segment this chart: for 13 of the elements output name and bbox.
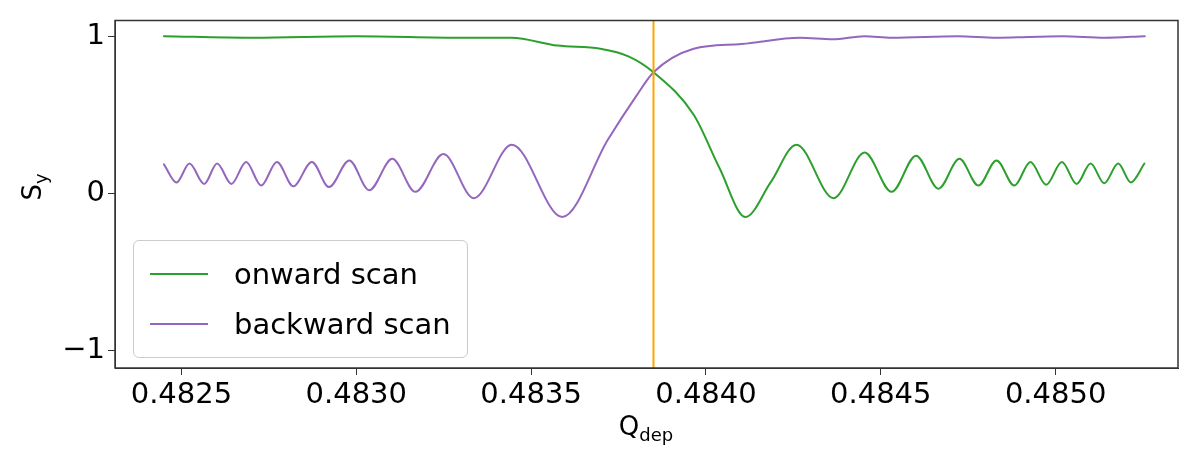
legend-label: backward scan (234, 307, 451, 341)
line-series (162, 35, 1146, 219)
x-tick-label: 0.4830 (305, 375, 408, 410)
x-tick-label: 0.4845 (830, 375, 932, 410)
x-tick-label: 0.4835 (480, 375, 582, 410)
x-axis-title: Q$_{dep}$ (618, 411, 674, 446)
y-tick-label: 0 (86, 173, 105, 208)
x-tick-label: 0.4840 (655, 375, 757, 410)
x-tick-label: 0.4825 (130, 375, 233, 410)
x-tick-label: 0.4850 (1004, 375, 1107, 410)
y-tick-label: 1 (86, 16, 105, 51)
legend-label: onward scan (234, 257, 418, 291)
y-tick-label: −1 (62, 331, 105, 366)
